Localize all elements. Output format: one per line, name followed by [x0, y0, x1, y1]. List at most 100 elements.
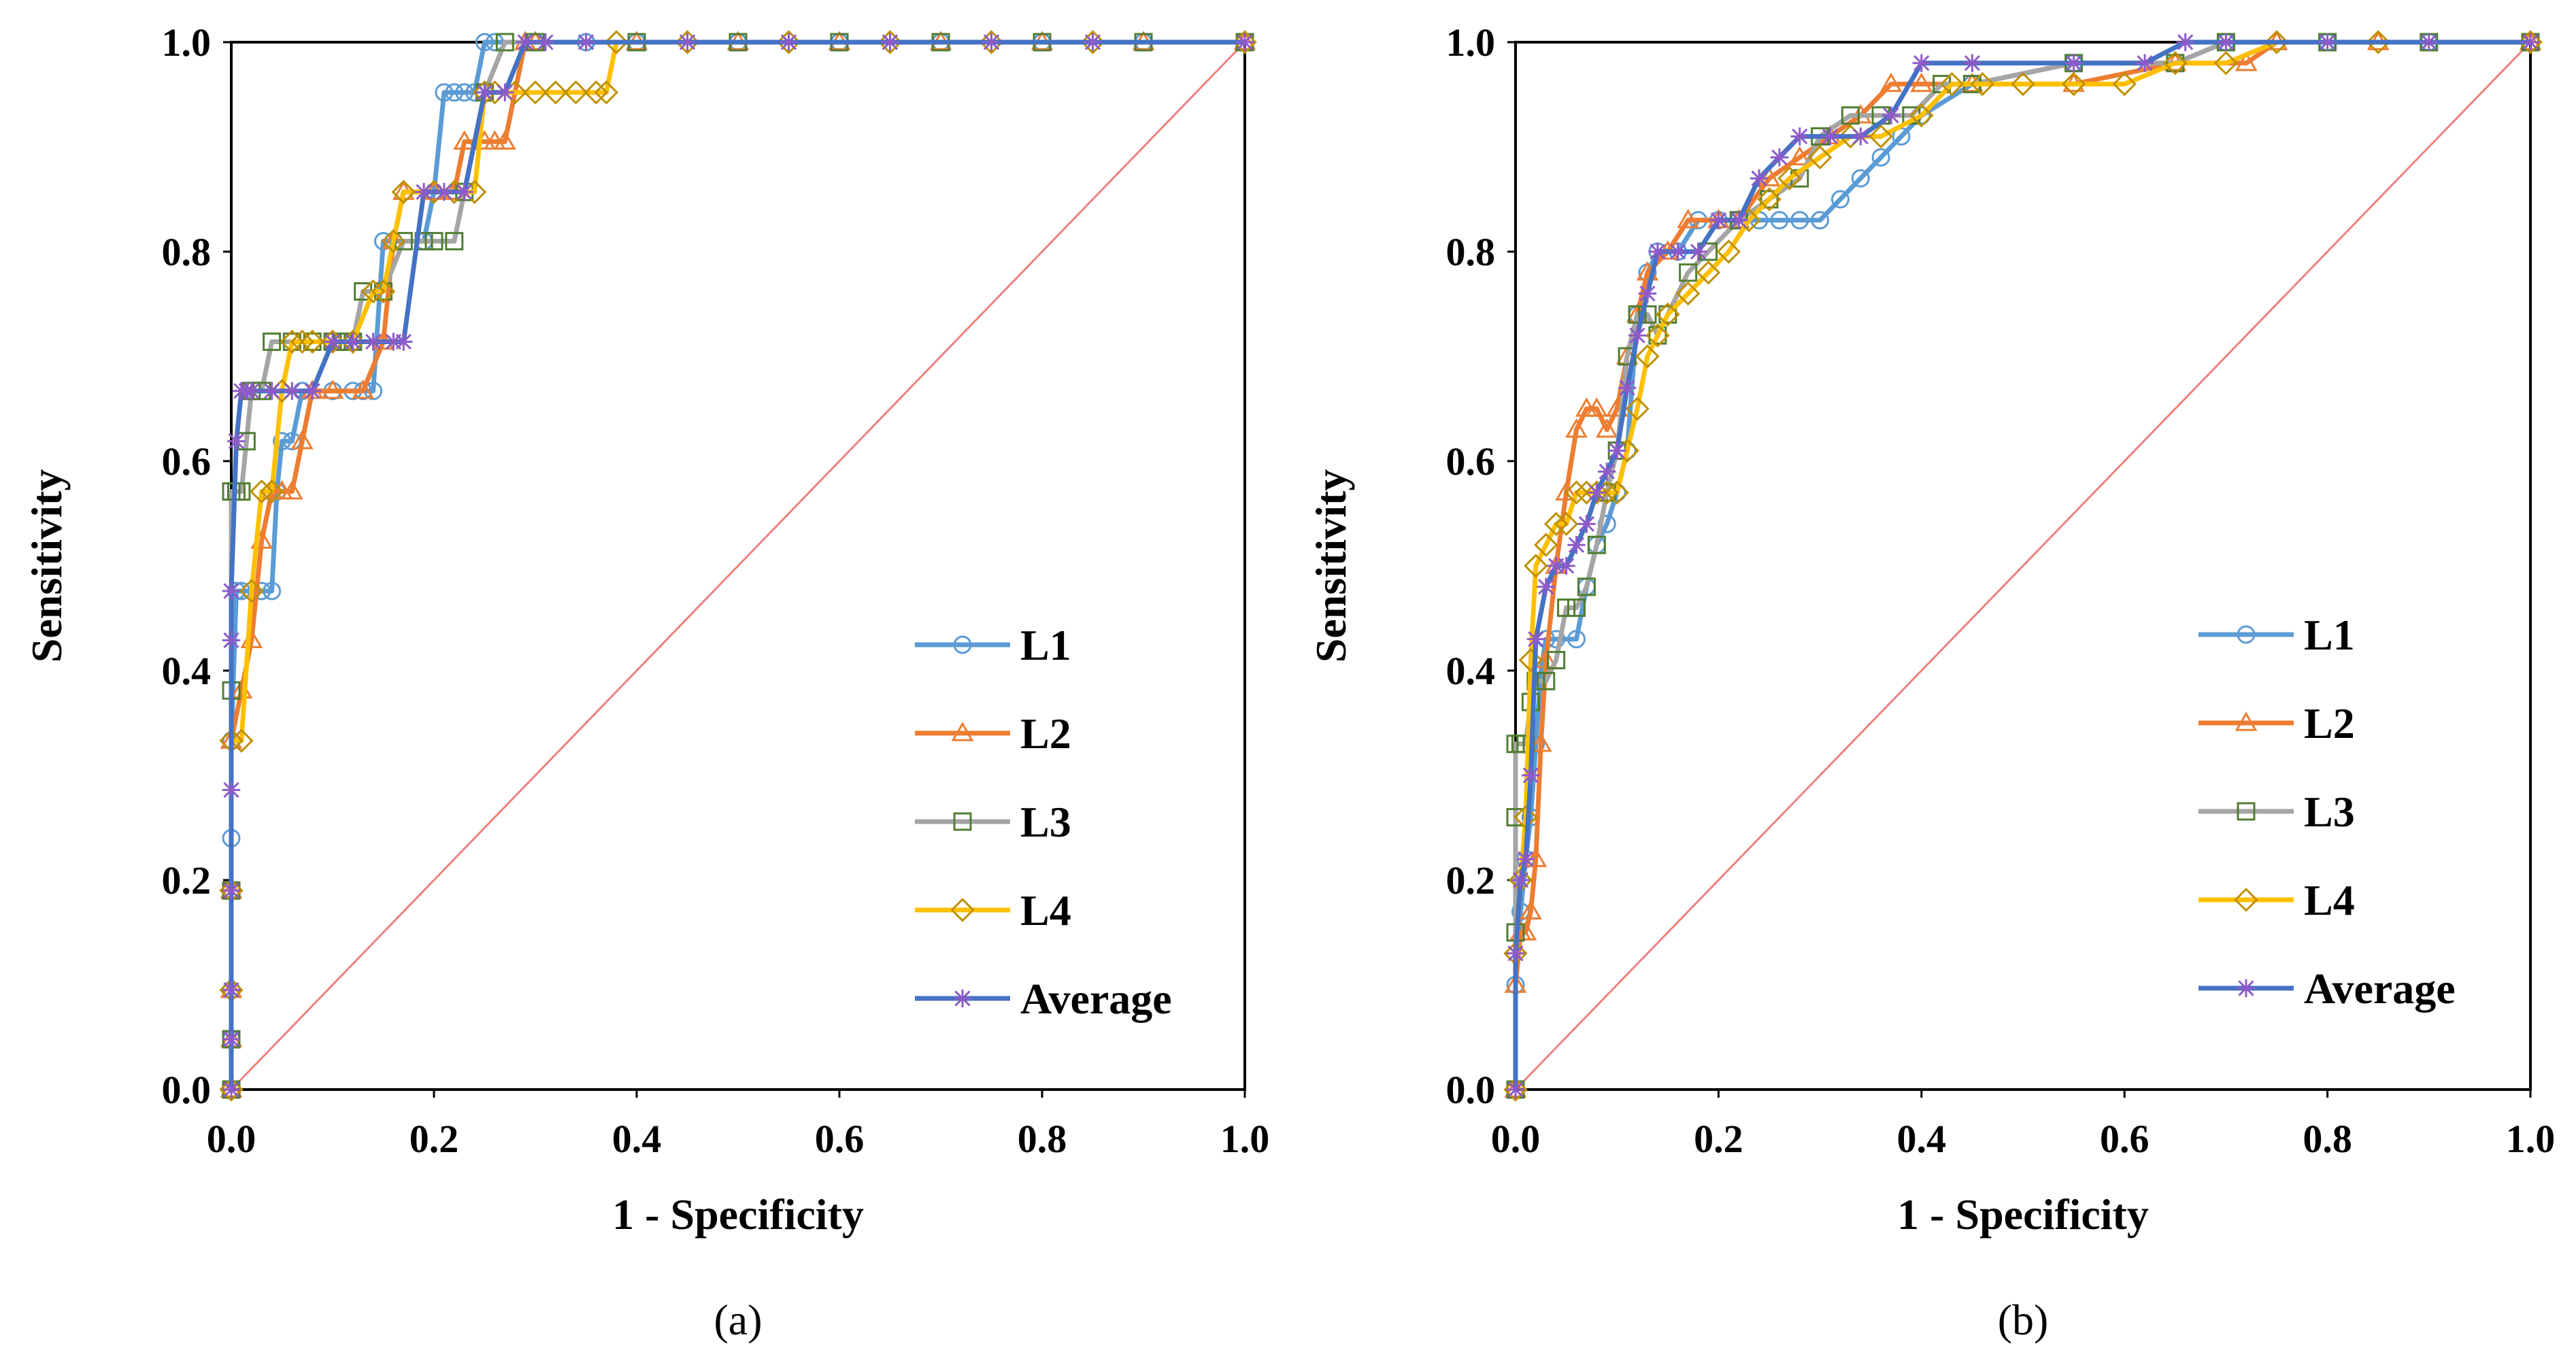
- data-point-average: [344, 333, 362, 351]
- data-point-average: [1730, 211, 1748, 229]
- data-point-average: [283, 382, 301, 401]
- data-point-average: [577, 33, 595, 52]
- data-point-l4: [381, 229, 406, 254]
- data-point-l4: [219, 1077, 244, 1102]
- data-point-l3: [1841, 106, 1860, 125]
- data-point-average: [1598, 462, 1616, 481]
- data-point-l2: [1555, 481, 1577, 501]
- data-point-average: [1770, 148, 1789, 167]
- data-point-average: [678, 33, 697, 52]
- legend-label-l2: L2: [1020, 709, 1071, 758]
- x-tick-label: 1.0: [1220, 1117, 1270, 1161]
- data-point-average: [1577, 515, 1596, 533]
- data-point-l4: [320, 329, 345, 354]
- data-point-average: [1638, 284, 1657, 303]
- data-point-average: [1526, 630, 1545, 648]
- data-point-l4: [1656, 302, 1680, 327]
- data-point-l4: [584, 80, 609, 105]
- data-point-l4: [523, 80, 548, 105]
- data-point-l4: [2061, 71, 2086, 97]
- data-point-l3: [1577, 577, 1596, 596]
- data-point-l4: [259, 479, 284, 504]
- data-point-l1: [1851, 169, 1870, 188]
- legend-label-l1: L1: [1020, 621, 1071, 669]
- data-point-l3: [1648, 326, 1667, 345]
- data-point-average: [1750, 169, 1769, 188]
- data-point-average: [2176, 33, 2194, 52]
- data-point-l2: [290, 429, 314, 450]
- data-point-average: [222, 582, 241, 601]
- data-point-l3: [495, 33, 514, 52]
- data-point-average: [1821, 127, 1839, 146]
- y-tick-label: 1.0: [1446, 20, 1496, 65]
- data-point-l4: [2264, 30, 2289, 54]
- y-tick-label: 0.8: [1446, 230, 1496, 274]
- y-tick-label: 1.0: [162, 20, 212, 65]
- data-point-average: [1689, 242, 1707, 261]
- legend-marker-l2: [951, 722, 974, 741]
- data-point-l1: [1790, 211, 1809, 230]
- data-point-l4: [2518, 30, 2543, 54]
- y-tick-label: 0.2: [162, 858, 212, 903]
- x-tick-label: 0.2: [1694, 1117, 1743, 1161]
- panel-caption: (b): [1998, 1296, 2049, 1344]
- data-point-l4: [1635, 344, 1660, 369]
- data-point-l4: [1716, 239, 1741, 264]
- data-point-l3: [1547, 651, 1566, 670]
- data-point-l4: [2112, 71, 2137, 97]
- data-point-l2: [453, 130, 476, 150]
- legend-item-l2: L2: [2198, 699, 2355, 747]
- x-tick-label: 0.4: [612, 1117, 662, 1161]
- legend-item-l4: L4: [2198, 876, 2355, 924]
- data-point-average: [364, 333, 382, 351]
- data-point-l4: [1503, 1077, 1528, 1102]
- panel-caption: (a): [714, 1296, 762, 1344]
- legend-label-l1: L1: [2304, 611, 2355, 659]
- data-point-l1: [263, 582, 282, 601]
- y-tick-label: 0.0: [162, 1068, 212, 1112]
- data-point-l4: [1970, 71, 1995, 97]
- data-point-l1: [1770, 211, 1789, 230]
- data-point-l3: [1537, 671, 1556, 690]
- data-point-l4: [1777, 166, 1802, 190]
- legend-item-average: Average: [2198, 964, 2456, 1013]
- data-point-l4: [1807, 145, 1833, 170]
- data-point-average: [414, 183, 433, 201]
- data-point-l4: [1564, 480, 1589, 505]
- x-tick-label: 0.4: [1897, 1117, 1947, 1161]
- data-point-l2: [1529, 732, 1552, 752]
- data-point-l3: [1567, 599, 1586, 618]
- data-point-average: [780, 33, 798, 52]
- data-point-average: [1506, 944, 1525, 962]
- data-point-l3: [1658, 305, 1677, 324]
- data-point-average: [222, 981, 241, 999]
- x-tick-label: 0.8: [2303, 1117, 2352, 1161]
- data-point-l4: [675, 30, 700, 54]
- legend-item-l3: L3: [2198, 788, 2355, 836]
- x-tick-label: 0.0: [1491, 1117, 1541, 1161]
- data-point-average: [1881, 106, 1901, 124]
- data-point-l4: [290, 329, 315, 354]
- data-point-l4: [979, 30, 1004, 54]
- x-tick-label: 0.0: [207, 1117, 256, 1161]
- data-point-l4: [877, 30, 903, 54]
- legend-item-l2: L2: [915, 709, 1071, 758]
- legend-marker-l2: [2235, 711, 2258, 731]
- data-point-average: [475, 83, 494, 102]
- data-point-l2: [1595, 418, 1618, 438]
- x-tick-label: 0.6: [815, 1117, 865, 1161]
- y-axis-title: Sensitivity: [1307, 469, 1355, 662]
- legend-label-l3: L3: [2304, 788, 2355, 836]
- data-point-l2: [321, 380, 344, 399]
- data-point-average: [1084, 33, 1102, 52]
- data-point-l4: [1534, 533, 1558, 557]
- data-point-average: [1852, 127, 1870, 146]
- data-point-l4: [229, 728, 254, 753]
- y-tick-label: 0.0: [1446, 1068, 1496, 1112]
- data-point-l4: [604, 30, 629, 54]
- data-point-l3: [1638, 305, 1657, 324]
- data-point-l2: [1565, 418, 1588, 438]
- legend-label-l4: L4: [2304, 876, 2355, 924]
- data-point-average: [2064, 54, 2083, 72]
- data-point-average: [1790, 127, 1809, 146]
